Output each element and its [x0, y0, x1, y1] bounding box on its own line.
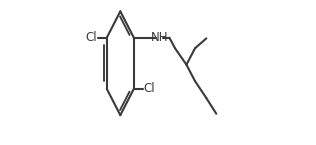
- Text: Cl: Cl: [85, 31, 97, 44]
- Text: Cl: Cl: [144, 82, 155, 95]
- Text: NH: NH: [151, 31, 168, 44]
